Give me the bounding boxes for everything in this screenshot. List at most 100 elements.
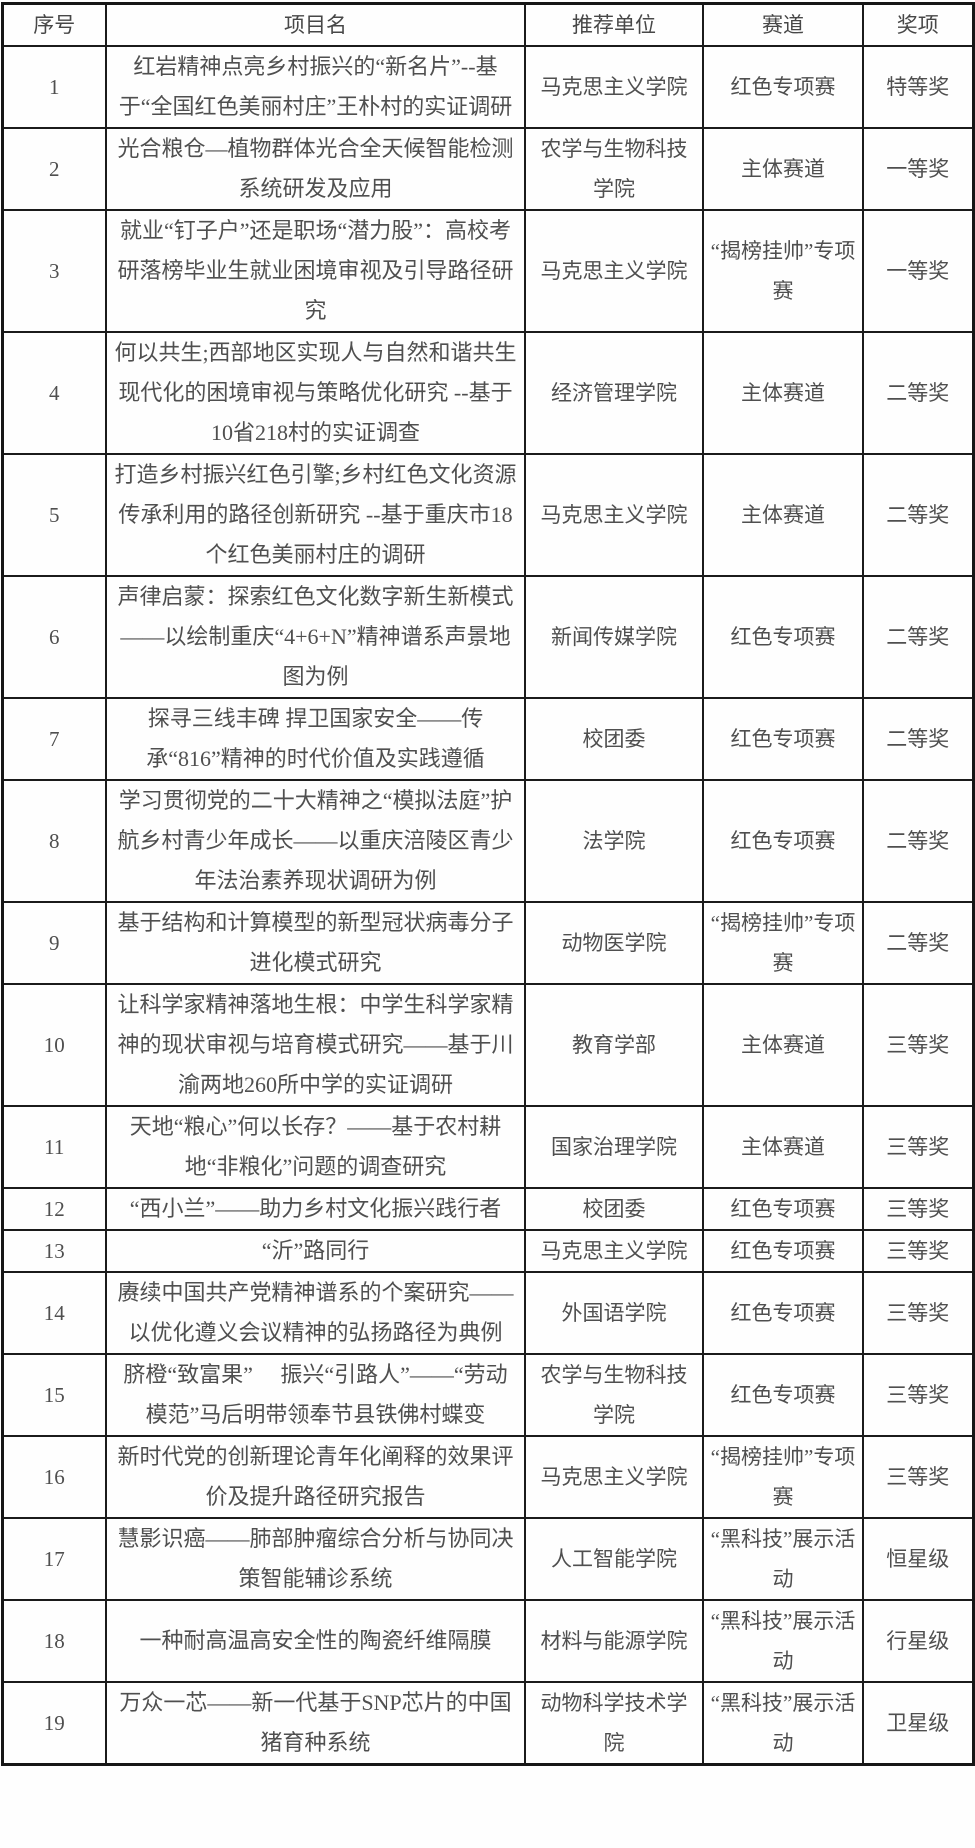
project-name-cell: 新时代党的创新理论青年化阐释的效果评价及提升路径研究报告: [105, 1435, 526, 1519]
unit-cell: 马克思主义学院: [524, 453, 704, 577]
track-cell: “黑科技”展示活动: [702, 1599, 864, 1683]
unit-cell: 教育学部: [524, 983, 704, 1107]
table-row: 12 “西小兰”——助力乡村文化振兴践行者 校团委 红色专项赛 三等奖: [1, 1187, 974, 1231]
table-row: 14 赓续中国共产党精神谱系的个案研究——以优化遵义会议精神的弘扬路径为典例 外国语…: [1, 1271, 974, 1355]
project-name-cell: 让科学家精神落地生根：中学生科学家精神的现状审视与培育模式研究——基于川渝两地2…: [105, 983, 526, 1107]
track-cell: 红色专项赛: [702, 1271, 864, 1355]
unit-cell: 新闻传媒学院: [524, 575, 704, 699]
project-name-cell: 光合粮仓—植物群体光合全天候智能检测系统研发及应用: [105, 127, 526, 211]
row-number-cell: 3: [1, 209, 107, 333]
unit-cell: 动物医学院: [524, 901, 704, 985]
track-cell: “揭榜挂帅”专项赛: [702, 901, 864, 985]
project-name-cell: 何以共生;西部地区实现人与自然和谐共生现代化的困境审视与策略优化研究 --基于1…: [105, 331, 526, 455]
project-name-cell: 慧影识癌——肺部肿瘤综合分析与协同决策智能辅诊系统: [105, 1517, 526, 1601]
project-name-cell: 脐橙“致富果” 振兴“引路人”——“劳动模范”马后明带领奉节县铁佛村蝶变: [105, 1353, 526, 1437]
table-row: 17 慧影识癌——肺部肿瘤综合分析与协同决策智能辅诊系统 人工智能学院 “黑科技”展示…: [1, 1517, 974, 1601]
table-row: 5 打造乡村振兴红色引擎;乡村红色文化资源传承利用的路径创新研究 --基于重庆市1…: [1, 453, 974, 577]
track-cell: 红色专项赛: [702, 779, 864, 903]
row-number-cell: 15: [1, 1353, 107, 1437]
award-cell: 三等奖: [862, 983, 974, 1107]
project-name-cell: 一种耐高温高安全性的陶瓷纤维隔膜: [105, 1599, 526, 1683]
project-name-cell: 声律启蒙：探索红色文化数字新生新模式——以绘制重庆“4+6+N”精神谱系声景地图…: [105, 575, 526, 699]
table-row: 18 一种耐高温高安全性的陶瓷纤维隔膜 材料与能源学院 “黑科技”展示活动 行星级: [1, 1599, 974, 1683]
row-number-cell: 16: [1, 1435, 107, 1519]
track-cell: 红色专项赛: [702, 1353, 864, 1437]
unit-cell: 校团委: [524, 1187, 704, 1231]
row-number-cell: 7: [1, 697, 107, 781]
award-cell: 特等奖: [862, 45, 974, 129]
row-number-cell: 14: [1, 1271, 107, 1355]
award-cell: 卫星级: [862, 1681, 974, 1766]
table-row: 11 天地“粮心”何以长存？——基于农村耕地“非粮化”问题的调查研究 国家治理学院主…: [1, 1105, 974, 1189]
unit-cell: 人工智能学院: [524, 1517, 704, 1601]
row-number-cell: 8: [1, 779, 107, 903]
project-name-cell: 红岩精神点亮乡村振兴的“新名片”--基于“全国红色美丽村庄”王朴村的实证调研: [105, 45, 526, 129]
unit-cell: 动物科学技术学院: [524, 1681, 704, 1766]
project-name-cell: 学习贯彻党的二十大精神之“模拟法庭”护航乡村青少年成长——以重庆涪陵区青少年法治…: [105, 779, 526, 903]
table-row: 9 基于结构和计算模型的新型冠状病毒分子进化模式研究 动物医学院 “揭榜挂帅”专项赛二…: [1, 901, 974, 985]
award-cell: 三等奖: [862, 1435, 974, 1519]
header-project-name: 项目名: [105, 2, 526, 47]
unit-cell: 马克思主义学院: [524, 209, 704, 333]
award-cell: 二等奖: [862, 901, 974, 985]
unit-cell: 马克思主义学院: [524, 1229, 704, 1273]
unit-cell: 农学与生物科技学院: [524, 127, 704, 211]
table-header-row: 序号 项目名 推荐单位 赛道 奖项: [1, 2, 974, 47]
award-cell: 三等奖: [862, 1105, 974, 1189]
project-name-cell: “西小兰”——助力乡村文化振兴践行者: [105, 1187, 526, 1231]
award-cell: 行星级: [862, 1599, 974, 1683]
row-number-cell: 12: [1, 1187, 107, 1231]
row-number-cell: 11: [1, 1105, 107, 1189]
header-award: 奖项: [862, 2, 974, 47]
award-cell: 二等奖: [862, 331, 974, 455]
table-row: 2 光合粮仓—植物群体光合全天候智能检测系统研发及应用 农学与生物科技学院 主体赛道一…: [1, 127, 974, 211]
award-cell: 三等奖: [862, 1353, 974, 1437]
project-name-cell: “沂”路同行: [105, 1229, 526, 1273]
award-cell: 一等奖: [862, 127, 974, 211]
award-cell: 二等奖: [862, 779, 974, 903]
project-name-cell: 万众一芯——新一代基于SNP芯片的中国猪育种系统: [105, 1681, 526, 1766]
row-number-cell: 1: [1, 45, 107, 129]
award-cell: 三等奖: [862, 1229, 974, 1273]
table-row: 6 声律启蒙：探索红色文化数字新生新模式——以绘制重庆“4+6+N”精神谱系声景地…: [1, 575, 974, 699]
row-number-cell: 4: [1, 331, 107, 455]
project-name-cell: 探寻三线丰碑 捍卫国家安全——传承“816”精神的时代价值及实践遵循: [105, 697, 526, 781]
track-cell: 红色专项赛: [702, 575, 864, 699]
project-name-cell: 赓续中国共产党精神谱系的个案研究——以优化遵义会议精神的弘扬路径为典例: [105, 1271, 526, 1355]
unit-cell: 农学与生物科技学院: [524, 1353, 704, 1437]
unit-cell: 经济管理学院: [524, 331, 704, 455]
unit-cell: 材料与能源学院: [524, 1599, 704, 1683]
track-cell: “揭榜挂帅”专项赛: [702, 209, 864, 333]
table-row: 13 “沂”路同行 马克思主义学院 红色专项赛 三等奖: [1, 1229, 974, 1273]
track-cell: 红色专项赛: [702, 45, 864, 129]
row-number-cell: 2: [1, 127, 107, 211]
award-cell: 三等奖: [862, 1187, 974, 1231]
award-cell: 二等奖: [862, 575, 974, 699]
award-cell: 恒星级: [862, 1517, 974, 1601]
award-cell: 一等奖: [862, 209, 974, 333]
table-row: 10 让科学家精神落地生根：中学生科学家精神的现状审视与培育模式研究——基于川渝两…: [1, 983, 974, 1107]
row-number-cell: 18: [1, 1599, 107, 1683]
project-name-cell: 天地“粮心”何以长存？——基于农村耕地“非粮化”问题的调查研究: [105, 1105, 526, 1189]
unit-cell: 外国语学院: [524, 1271, 704, 1355]
row-number-cell: 19: [1, 1681, 107, 1766]
unit-cell: 校团委: [524, 697, 704, 781]
track-cell: 红色专项赛: [702, 697, 864, 781]
table-row: 3 就业“钉子户”还是职场“潜力股”：高校考研落榜毕业生就业困境审视及引导路径研究…: [1, 209, 974, 333]
award-cell: 二等奖: [862, 453, 974, 577]
track-cell: 红色专项赛: [702, 1229, 864, 1273]
track-cell: 主体赛道: [702, 453, 864, 577]
track-cell: 主体赛道: [702, 127, 864, 211]
unit-cell: 马克思主义学院: [524, 45, 704, 129]
row-number-cell: 10: [1, 983, 107, 1107]
track-cell: 红色专项赛: [702, 1187, 864, 1231]
row-number-cell: 6: [1, 575, 107, 699]
track-cell: “揭榜挂帅”专项赛: [702, 1435, 864, 1519]
unit-cell: 马克思主义学院: [524, 1435, 704, 1519]
track-cell: “黑科技”展示活动: [702, 1681, 864, 1766]
project-name-cell: 打造乡村振兴红色引擎;乡村红色文化资源传承利用的路径创新研究 --基于重庆市18…: [105, 453, 526, 577]
track-cell: “黑科技”展示活动: [702, 1517, 864, 1601]
track-cell: 主体赛道: [702, 1105, 864, 1189]
project-name-cell: 就业“钉子户”还是职场“潜力股”：高校考研落榜毕业生就业困境审视及引导路径研究: [105, 209, 526, 333]
